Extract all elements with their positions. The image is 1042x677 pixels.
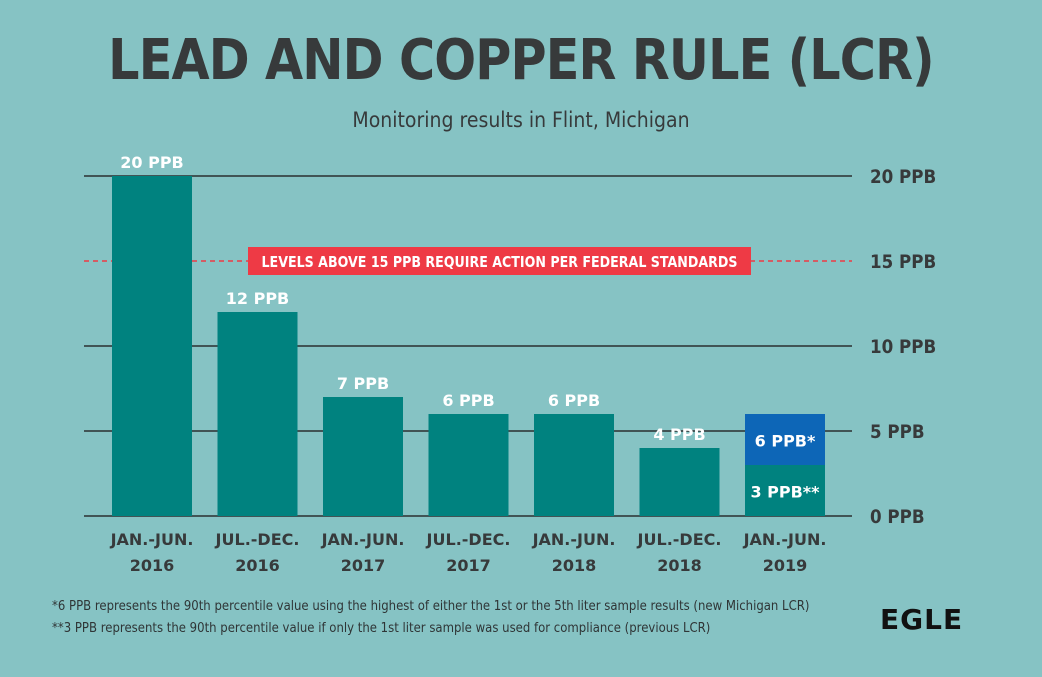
- category-label-5-line2: 2018: [657, 556, 702, 575]
- bar-2: [323, 397, 403, 516]
- value-label-1: 12 PPB: [226, 289, 289, 308]
- value-label-2: 7 PPB: [337, 374, 389, 393]
- category-label-5-line1: JUL.-DEC.: [637, 530, 722, 549]
- category-label-0-line2: 2016: [130, 556, 175, 575]
- value-label-0: 20 PPB: [120, 153, 183, 172]
- chart-subtitle: Monitoring results in Flint, Michigan: [352, 108, 690, 132]
- bar-0: [112, 176, 192, 516]
- value-label-4: 6 PPB: [548, 391, 600, 410]
- value-label-5: 4 PPB: [653, 425, 705, 444]
- bar-5: [639, 448, 720, 516]
- value-label-secondary-6: 3 PPB**: [750, 483, 820, 502]
- category-label-1-line1: JUL.-DEC.: [215, 530, 300, 549]
- ytick-label-15: 15 PPB: [870, 251, 936, 273]
- category-label-6-line1: JAN.-JUN.: [743, 530, 827, 549]
- ytick-label-0: 0 PPB: [870, 506, 925, 528]
- footnote-1: *6 PPB represents the 90th percentile va…: [52, 599, 810, 614]
- footnote-2: **3 PPB represents the 90th percentile v…: [52, 621, 711, 636]
- bar-1: [217, 312, 298, 516]
- category-label-0-line1: JAN.-JUN.: [110, 530, 194, 549]
- value-label-3: 6 PPB: [442, 391, 494, 410]
- category-label-3-line2: 2017: [446, 556, 491, 575]
- ytick-label-10: 10 PPB: [870, 336, 936, 358]
- bar-4: [534, 414, 614, 516]
- threshold-label: LEVELS ABOVE 15 PPB REQUIRE ACTION PER F…: [262, 253, 738, 271]
- category-label-3-line1: JUL.-DEC.: [426, 530, 511, 549]
- category-label-2-line1: JAN.-JUN.: [321, 530, 405, 549]
- bar-3: [428, 414, 509, 516]
- egle-logo: EGLE: [880, 603, 964, 636]
- threshold-banner: [248, 247, 751, 275]
- value-label-6: 6 PPB*: [755, 432, 816, 451]
- ytick-label-5: 5 PPB: [870, 421, 925, 443]
- ytick-label-20: 20 PPB: [870, 166, 936, 188]
- chart-title: LEAD AND COPPER RULE (LCR): [108, 28, 935, 93]
- category-label-4-line2: 2018: [552, 556, 597, 575]
- category-label-4-line1: JAN.-JUN.: [532, 530, 616, 549]
- category-label-2-line2: 2017: [341, 556, 386, 575]
- bar-secondary-6: [745, 465, 825, 516]
- footnotes: *6 PPB represents the 90th percentile va…: [52, 596, 894, 640]
- category-label-1-line2: 2016: [235, 556, 280, 575]
- category-label-6-line2: 2019: [763, 556, 808, 575]
